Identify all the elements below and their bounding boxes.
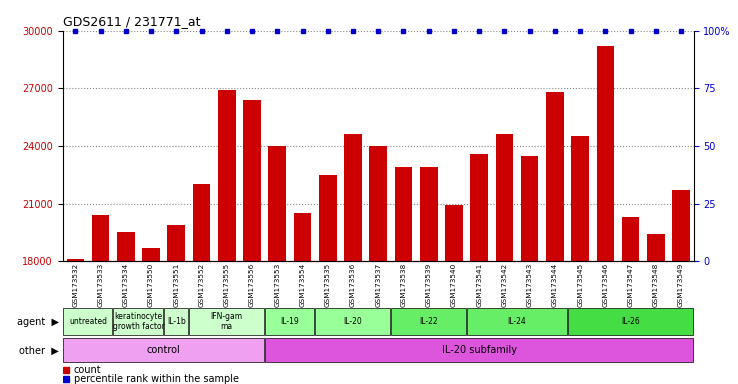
- Text: IFN-gam
ma: IFN-gam ma: [211, 312, 243, 331]
- Bar: [189, 308, 264, 336]
- Bar: [164, 308, 188, 336]
- Bar: [193, 184, 210, 384]
- Bar: [466, 308, 567, 336]
- Bar: [66, 259, 84, 384]
- Text: IL-19: IL-19: [280, 317, 300, 326]
- Bar: [63, 338, 264, 362]
- Text: count: count: [74, 365, 101, 375]
- Bar: [142, 248, 160, 384]
- Text: keratinocyte
growth factor: keratinocyte growth factor: [112, 312, 165, 331]
- Bar: [445, 205, 463, 384]
- Text: other  ▶: other ▶: [19, 345, 59, 356]
- Bar: [92, 215, 109, 384]
- Bar: [370, 146, 387, 384]
- Bar: [244, 100, 261, 384]
- Bar: [265, 308, 314, 336]
- Bar: [571, 136, 589, 384]
- Text: untreated: untreated: [69, 317, 107, 326]
- Bar: [622, 217, 639, 384]
- Bar: [344, 134, 362, 384]
- Bar: [546, 92, 564, 384]
- Bar: [294, 213, 311, 384]
- Text: IL-20: IL-20: [344, 317, 362, 326]
- Bar: [496, 134, 513, 384]
- Text: IL-20 subfamily: IL-20 subfamily: [441, 345, 517, 356]
- Bar: [420, 167, 438, 384]
- Bar: [63, 367, 69, 373]
- Text: agent  ▶: agent ▶: [17, 316, 59, 327]
- Text: percentile rank within the sample: percentile rank within the sample: [74, 374, 239, 384]
- Bar: [218, 90, 235, 384]
- Text: IL-26: IL-26: [621, 317, 640, 326]
- Bar: [470, 154, 488, 384]
- Text: IL-22: IL-22: [419, 317, 438, 326]
- Bar: [269, 146, 286, 384]
- Bar: [596, 46, 614, 384]
- Bar: [168, 225, 185, 384]
- Text: IL-24: IL-24: [508, 317, 526, 326]
- Text: GDS2611 / 231771_at: GDS2611 / 231771_at: [63, 15, 200, 28]
- Bar: [113, 308, 163, 336]
- Bar: [391, 308, 466, 336]
- Bar: [63, 376, 69, 382]
- Bar: [521, 156, 539, 384]
- Bar: [647, 234, 665, 384]
- Bar: [568, 308, 693, 336]
- Text: control: control: [147, 345, 181, 356]
- Bar: [395, 167, 413, 384]
- Bar: [63, 308, 112, 336]
- Bar: [117, 232, 134, 384]
- Bar: [319, 175, 337, 384]
- Bar: [672, 190, 690, 384]
- Bar: [315, 308, 390, 336]
- Text: IL-1b: IL-1b: [167, 317, 186, 326]
- Bar: [265, 338, 693, 362]
